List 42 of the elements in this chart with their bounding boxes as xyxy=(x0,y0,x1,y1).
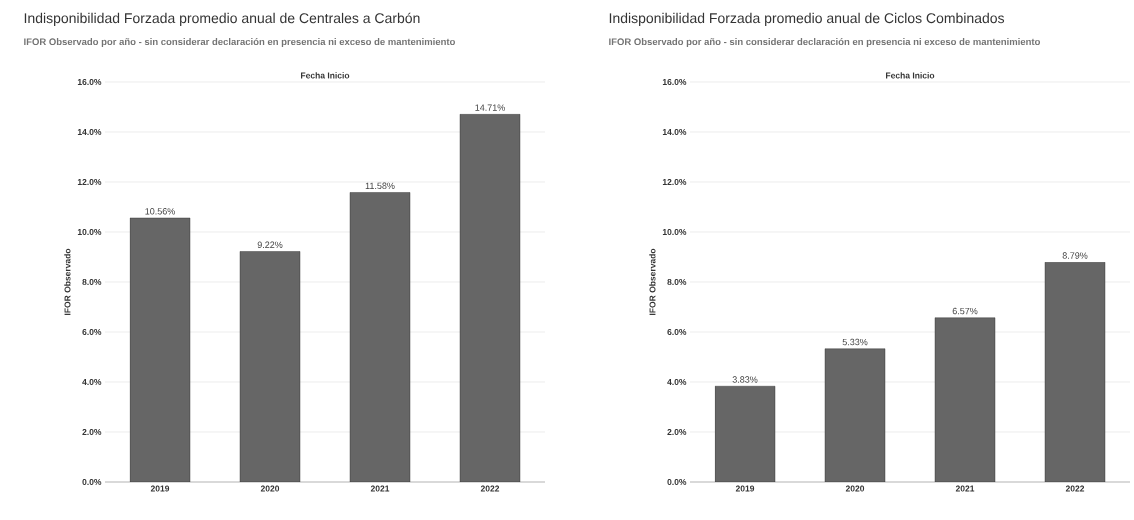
data-label: 6.57% xyxy=(952,307,978,315)
y-tick-label: 0.0% xyxy=(82,479,102,485)
data-label: 5.33% xyxy=(842,338,868,346)
x-tick-label: 2022 xyxy=(480,485,500,492)
y-axis-title: IFOR Observado xyxy=(649,248,656,315)
y-tick-label: 8.0% xyxy=(82,279,102,285)
y-axis-title: IFOR Observado xyxy=(64,248,71,315)
chart-subtitle: IFOR Observado por año - sin considerar declaración en presencia ni exceso de mantenimiento xyxy=(24,38,455,47)
y-tick-label: 12.0% xyxy=(77,179,102,185)
y-tick-label: 0.0% xyxy=(667,479,687,485)
y-tick-label: 14.0% xyxy=(662,128,687,135)
y-tick-label: 16.0% xyxy=(77,78,102,85)
x-tick-label: 2019 xyxy=(735,485,755,492)
data-label: 8.79% xyxy=(1062,252,1088,259)
y-tick-label: 12.0% xyxy=(662,179,687,185)
data-label: 10.56% xyxy=(145,208,175,215)
y-tick-label: 6.0% xyxy=(667,329,687,335)
y-tick-label: 2.0% xyxy=(82,429,102,435)
chart-title: Indisponibilidad Forzada promedio anual de Ciclos Combinados xyxy=(609,12,1005,26)
x-tick-label: 2019 xyxy=(150,485,170,492)
data-label: 9.22% xyxy=(257,241,283,248)
y-tick-label: 10.0% xyxy=(662,229,687,235)
y-tick-label: 4.0% xyxy=(667,379,687,385)
x-tick-label: 2020 xyxy=(845,485,865,492)
y-tick-label: 14.0% xyxy=(77,128,102,135)
y-tick-label: 4.0% xyxy=(82,379,102,385)
y-tick-label: 6.0% xyxy=(82,329,102,335)
y-tick-label: 2.0% xyxy=(667,429,687,435)
x-axis-title: Fecha Inicio xyxy=(886,72,935,79)
x-tick-label: 2020 xyxy=(260,485,280,492)
data-label: 11.58% xyxy=(365,182,395,189)
chart-title: Indisponibilidad Forzada promedio anual de Centrales a Carbón xyxy=(24,12,420,26)
x-tick-label: 2021 xyxy=(955,485,975,492)
data-label: 14.71% xyxy=(475,104,505,111)
y-tick-label: 8.0% xyxy=(667,279,687,285)
x-tick-label: 2022 xyxy=(1065,485,1085,492)
x-axis-title: Fecha Inicio xyxy=(301,72,350,79)
y-tick-label: 16.0% xyxy=(662,78,687,85)
y-tick-label: 10.0% xyxy=(77,229,102,235)
chart-subtitle: IFOR Observado por año - sin considerar declaración en presencia ni exceso de mantenimiento xyxy=(609,38,1040,47)
data-label: 3.83% xyxy=(732,376,758,383)
x-tick-label: 2021 xyxy=(370,485,390,492)
